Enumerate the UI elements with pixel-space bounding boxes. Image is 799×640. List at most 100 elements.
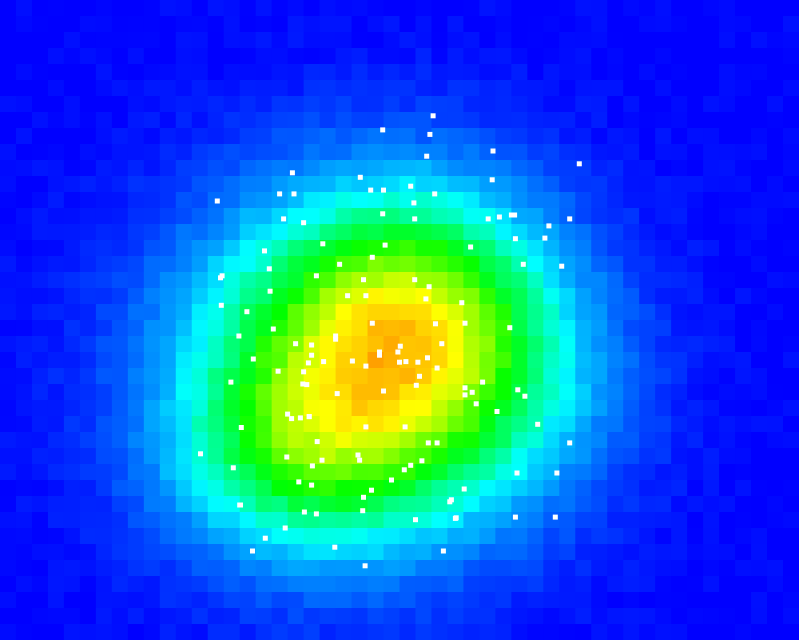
heatmap-cell <box>207 352 225 369</box>
heatmap-cell <box>319 624 337 640</box>
heatmap-cell <box>703 272 720 289</box>
heatmap-cell <box>431 128 449 145</box>
heatmap-cell <box>223 496 241 513</box>
heatmap-cell <box>191 240 209 257</box>
heatmap-cell <box>575 352 592 369</box>
data-point <box>512 514 518 520</box>
heatmap-cell <box>783 0 799 17</box>
heatmap-cell <box>655 448 672 465</box>
heatmap-cell <box>351 384 369 401</box>
data-point <box>313 273 319 279</box>
heatmap-cell <box>255 96 273 113</box>
heatmap-cell <box>687 208 704 225</box>
heatmap-cell <box>127 608 145 625</box>
heatmap-cell <box>703 512 720 529</box>
heatmap-cell <box>639 608 656 625</box>
heatmap-cell <box>351 208 369 225</box>
heatmap-cell <box>383 160 401 177</box>
heatmap-cell <box>639 176 656 193</box>
heatmap-cell <box>207 416 225 433</box>
heatmap-cell <box>511 192 528 209</box>
heatmap-cell <box>447 320 465 337</box>
heatmap-cell <box>719 512 736 529</box>
heatmap-cell <box>271 608 289 625</box>
data-point <box>546 223 552 229</box>
data-point <box>361 494 366 500</box>
heatmap-cell <box>591 336 608 353</box>
heatmap-cell <box>111 112 129 129</box>
heatmap-cell <box>0 432 17 449</box>
heatmap-cell <box>495 0 512 17</box>
heatmap-cell <box>207 512 225 529</box>
heatmap-cell <box>623 432 640 449</box>
heatmap-cell <box>271 176 289 193</box>
heatmap-cell <box>719 432 736 449</box>
heatmap-cell <box>79 512 97 529</box>
heatmap-cell <box>319 160 337 177</box>
heatmap-cell <box>623 480 640 497</box>
heatmap-cell <box>783 416 799 433</box>
heatmap-cell <box>159 112 177 129</box>
heatmap-cell <box>719 144 736 161</box>
heatmap-cell <box>287 480 305 497</box>
heatmap-cell <box>495 272 512 289</box>
heatmap-cell <box>495 160 512 177</box>
heatmap-cell <box>751 464 768 481</box>
heatmap-cell <box>255 496 273 513</box>
heatmap-cell <box>575 464 592 481</box>
data-point <box>381 187 386 193</box>
heatmap-cell <box>175 16 193 33</box>
heatmap-cell <box>751 80 768 97</box>
heatmap-cell <box>303 256 321 273</box>
heatmap-cell <box>111 352 129 369</box>
heatmap-cell <box>127 368 145 385</box>
heatmap-cell <box>223 544 241 561</box>
heatmap-cell <box>575 128 592 145</box>
data-point <box>397 359 402 365</box>
heatmap-cell <box>351 64 369 81</box>
heatmap-cell <box>639 368 656 385</box>
heatmap-cell <box>47 240 65 257</box>
heatmap-cell <box>511 608 528 625</box>
heatmap-cell <box>511 176 528 193</box>
heatmap-cell <box>31 544 49 561</box>
heatmap-cell <box>735 304 752 321</box>
heatmap-cell <box>143 480 161 497</box>
heatmap-cell <box>639 592 656 609</box>
heatmap-cell <box>767 352 784 369</box>
heatmap-cell <box>319 464 337 481</box>
heatmap-cell <box>15 432 33 449</box>
heatmap-cell <box>111 128 129 145</box>
heatmap-cell <box>591 128 608 145</box>
heatmap-cell <box>575 448 592 465</box>
heatmap-cell <box>735 272 752 289</box>
heatmap-cell <box>559 64 576 81</box>
heatmap-cell <box>399 512 417 529</box>
heatmap-cell <box>79 608 97 625</box>
heatmap-cell <box>15 416 33 433</box>
data-point <box>289 416 295 422</box>
heatmap-cell <box>559 272 576 289</box>
heatmap-cell <box>207 288 225 305</box>
heatmap-cell <box>511 496 528 513</box>
heatmap-cell <box>31 528 49 545</box>
heatmap-cell <box>191 528 209 545</box>
heatmap-cell <box>607 384 624 401</box>
heatmap-cell <box>607 576 624 593</box>
heatmap-cell <box>687 240 704 257</box>
heatmap-cell <box>143 128 161 145</box>
heatmap-cell <box>287 288 305 305</box>
heatmap-cell <box>383 240 401 257</box>
heatmap-cell <box>111 464 129 481</box>
heatmap-cell <box>399 288 417 305</box>
heatmap-cell <box>463 320 480 337</box>
heatmap-cell <box>223 608 241 625</box>
heatmap-cell <box>335 432 353 449</box>
heatmap-cell <box>351 480 369 497</box>
heatmap-cell <box>735 528 752 545</box>
heatmap-cell <box>159 336 177 353</box>
heatmap-cell <box>447 384 465 401</box>
heatmap-cell <box>751 416 768 433</box>
heatmap-cell <box>575 256 592 273</box>
